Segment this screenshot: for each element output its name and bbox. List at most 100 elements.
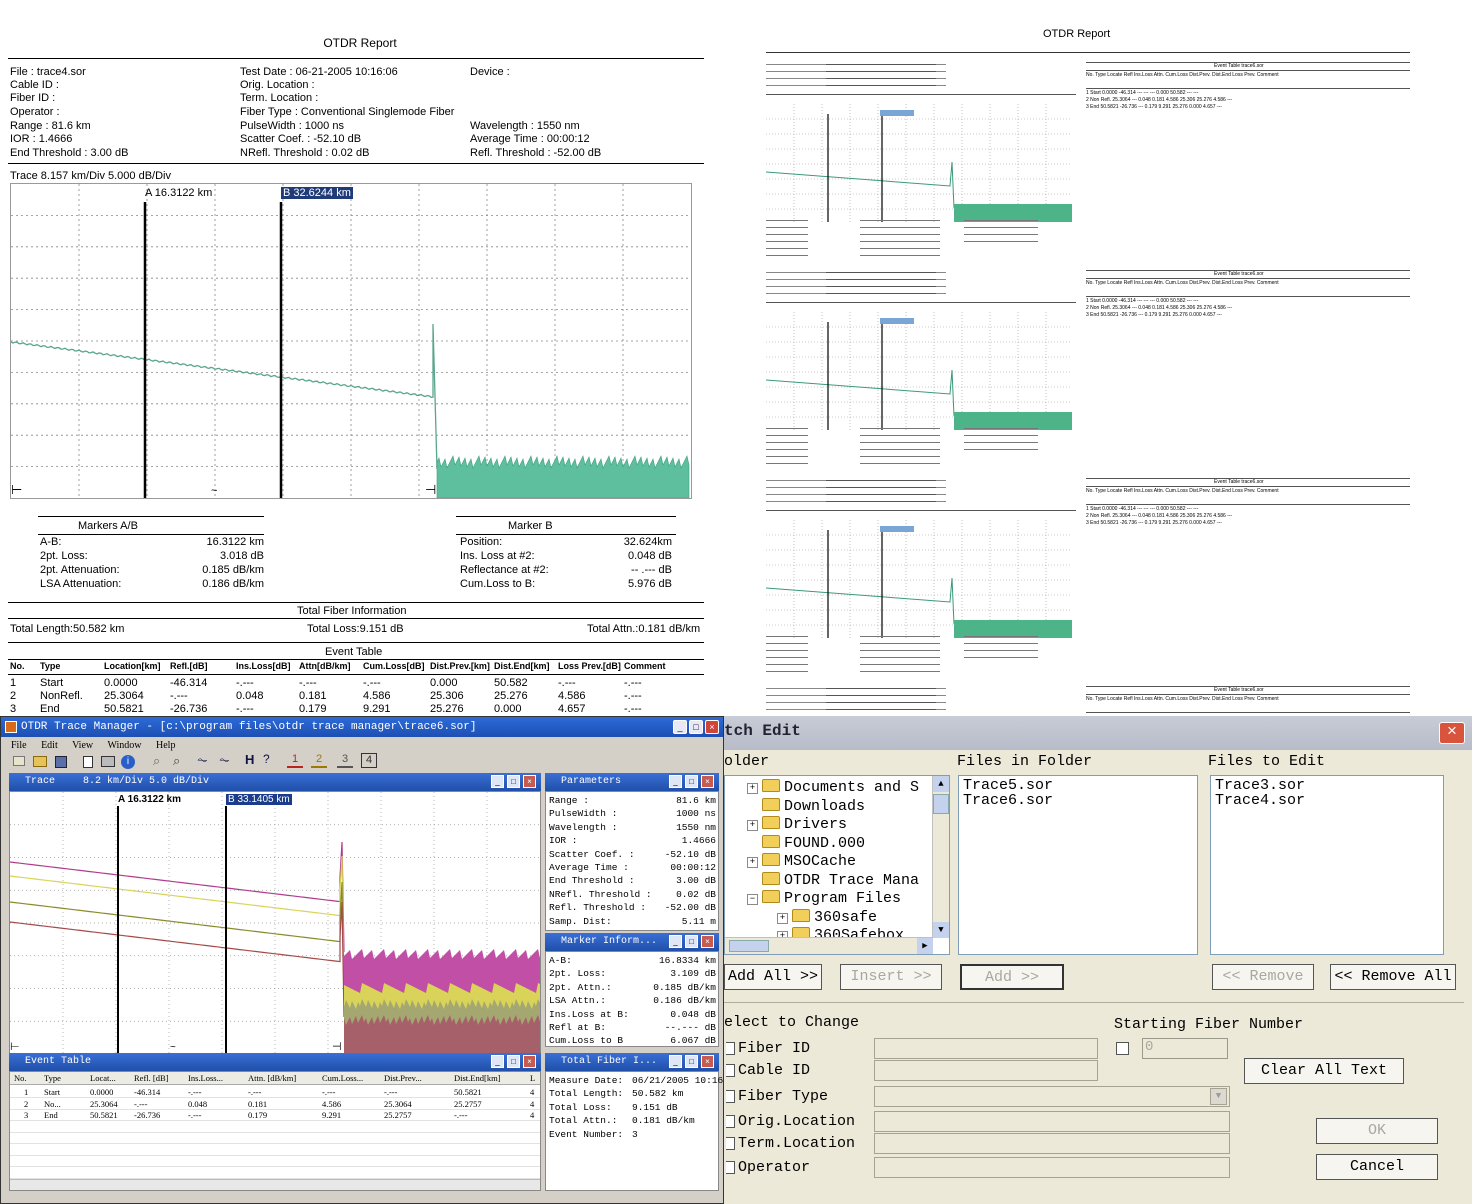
menu-view[interactable]: View [72, 740, 94, 751]
marker-info-close[interactable]: × [701, 935, 714, 948]
add-all-button[interactable]: Add All >> [724, 964, 822, 990]
operator-checkbox[interactable] [726, 1161, 735, 1174]
tree-hscrollbar[interactable]: ▶ [725, 937, 933, 954]
menu-help[interactable]: Help [156, 740, 176, 751]
cancel-button[interactable]: Cancel [1316, 1154, 1438, 1180]
tree-vscrollbar[interactable]: ▲ ▼ [932, 776, 949, 938]
menu-window[interactable]: Window [107, 740, 142, 751]
trace-plot[interactable]: ⊢ ~ ⊣ A 16.3122 km B 33.1405 km [9, 791, 541, 1055]
trace-panel-close[interactable]: × [523, 775, 536, 788]
event-table-maximize[interactable]: □ [507, 1055, 520, 1068]
file-edit-item[interactable]: Trace4.sor [1215, 792, 1306, 809]
event-table-titlebar[interactable]: Event Table [9, 1053, 541, 1071]
zoom-out-icon[interactable]: ⌕ [173, 753, 181, 768]
tab-trace-1[interactable]: 1 [287, 753, 303, 768]
remove-all-button[interactable]: << Remove All [1330, 964, 1456, 990]
close-button[interactable]: × [705, 720, 719, 734]
marker-info-minimize[interactable]: _ [669, 935, 682, 948]
parameters-close[interactable]: × [701, 775, 714, 788]
event-table-header[interactable]: Ins.Loss... [188, 1073, 223, 1083]
remove-button[interactable]: << Remove [1212, 964, 1314, 990]
event-table-header[interactable]: Dist.End[km] [454, 1073, 501, 1083]
trace-manager-titlebar[interactable]: OTDR Trace Manager - [c:\program files\o… [1, 717, 723, 737]
tree-item[interactable]: FOUND.000 [747, 834, 865, 853]
fiber-id-checkbox[interactable] [726, 1042, 735, 1055]
preview-icon[interactable] [83, 756, 93, 768]
tree-scroll-thumb[interactable] [933, 794, 949, 814]
folder-tree[interactable]: + Documents and S Downloads + Drivers FOUND.0… [724, 775, 950, 955]
tree-hscroll-thumb[interactable] [729, 940, 769, 952]
event-table-close[interactable]: × [523, 1055, 536, 1068]
event-table-header[interactable]: Cum.Loss... [322, 1073, 364, 1083]
tab-trace-2[interactable]: 2 [311, 753, 327, 768]
orig-location-checkbox[interactable] [726, 1115, 735, 1128]
ok-button[interactable]: OK [1316, 1118, 1438, 1144]
event-table-hscrollbar[interactable] [10, 1179, 540, 1190]
parameters-minimize[interactable]: _ [669, 775, 682, 788]
fiber-id-input[interactable] [874, 1038, 1098, 1059]
tree-expander-icon[interactable]: + [747, 783, 758, 794]
print-icon[interactable] [101, 756, 115, 767]
batch-edit-titlebar[interactable] [724, 716, 1472, 750]
menu-edit[interactable]: Edit [41, 740, 58, 751]
scroll-up-icon[interactable]: ▲ [933, 776, 949, 792]
total-fiber-close[interactable]: × [701, 1055, 714, 1068]
tab-trace-3[interactable]: 3 [337, 753, 353, 768]
trace-panel-minimize[interactable]: _ [491, 775, 504, 788]
trace-panel-maximize[interactable]: □ [507, 775, 520, 788]
total-fiber-minimize[interactable]: _ [669, 1055, 682, 1068]
files-in-folder-list[interactable]: Trace5.sor Trace6.sor [958, 775, 1198, 955]
tree-item[interactable]: + MSOCache [747, 853, 856, 871]
fiber-type-input[interactable] [874, 1086, 1230, 1107]
term-location-checkbox[interactable] [726, 1137, 735, 1150]
tree-expander-icon[interactable]: + [777, 912, 788, 924]
zoom-icon[interactable]: ⌕ [153, 753, 161, 768]
cable-id-checkbox[interactable] [726, 1064, 735, 1077]
trace-tool-icon[interactable]: ⏦ [197, 752, 208, 767]
tree-expander-icon[interactable]: + [747, 820, 758, 831]
marker-info-maximize[interactable]: □ [685, 935, 698, 948]
event-table-header[interactable]: No. [14, 1073, 27, 1083]
tree-item[interactable]: − Program Files [747, 890, 901, 908]
marker-tool-icon[interactable]: H [245, 752, 255, 767]
menu-file[interactable]: File [11, 740, 27, 751]
chevron-down-icon[interactable]: ▼ [1210, 1088, 1227, 1105]
event-table-header[interactable]: L [530, 1073, 536, 1083]
dialog-close-button[interactable]: × [1439, 722, 1465, 744]
folder-icon[interactable] [33, 756, 47, 767]
maximize-button[interactable]: □ [689, 720, 703, 734]
orig-location-input[interactable] [874, 1111, 1230, 1132]
event-table-header[interactable]: Type [44, 1073, 61, 1083]
cable-id-input[interactable] [874, 1060, 1098, 1081]
files-to-edit-list[interactable]: Trace3.sor Trace4.sor [1210, 775, 1444, 955]
starting-fiber-input[interactable]: 0 [1142, 1038, 1228, 1059]
trace-panel-titlebar[interactable]: Trace 8.2 km/Div 5.0 dB/Div [9, 773, 541, 791]
tree-expander-icon[interactable]: − [747, 894, 758, 905]
parameters-maximize[interactable]: □ [685, 775, 698, 788]
tree-item[interactable]: Downloads [747, 797, 865, 816]
scroll-right-icon[interactable]: ▶ [917, 938, 933, 954]
event-table-header[interactable]: Attn. [dB/km] [248, 1073, 297, 1083]
add-button[interactable]: Add >> [960, 964, 1064, 990]
operator-input[interactable] [874, 1157, 1230, 1178]
save-icon[interactable] [55, 756, 67, 768]
event-table-header[interactable]: Locat... [90, 1073, 116, 1083]
file-list-item[interactable]: Trace6.sor [963, 792, 1054, 809]
total-fiber-maximize[interactable]: □ [685, 1055, 698, 1068]
starting-fiber-checkbox[interactable] [1116, 1042, 1129, 1055]
event-table-minimize[interactable]: _ [491, 1055, 504, 1068]
file-edit-item[interactable]: Trace3.sor [1215, 777, 1306, 794]
term-location-input[interactable] [874, 1133, 1230, 1154]
scroll-down-icon[interactable]: ▼ [933, 922, 949, 938]
tree-item[interactable]: + Documents and S [747, 779, 919, 797]
tree-item[interactable]: + Drivers [747, 816, 847, 834]
minimize-button[interactable]: _ [673, 720, 687, 734]
help-icon[interactable]: ? [263, 752, 270, 766]
event-tool-icon[interactable]: ⏦ [219, 752, 230, 767]
clear-all-text-button[interactable]: Clear All Text [1244, 1058, 1404, 1084]
info-icon[interactable]: i [121, 755, 135, 769]
tree-expander-icon[interactable]: + [747, 857, 758, 868]
event-table-header[interactable]: Dist.Prev... [384, 1073, 422, 1083]
file-list-item[interactable]: Trace5.sor [963, 777, 1054, 794]
insert-button[interactable]: Insert >> [840, 964, 942, 990]
